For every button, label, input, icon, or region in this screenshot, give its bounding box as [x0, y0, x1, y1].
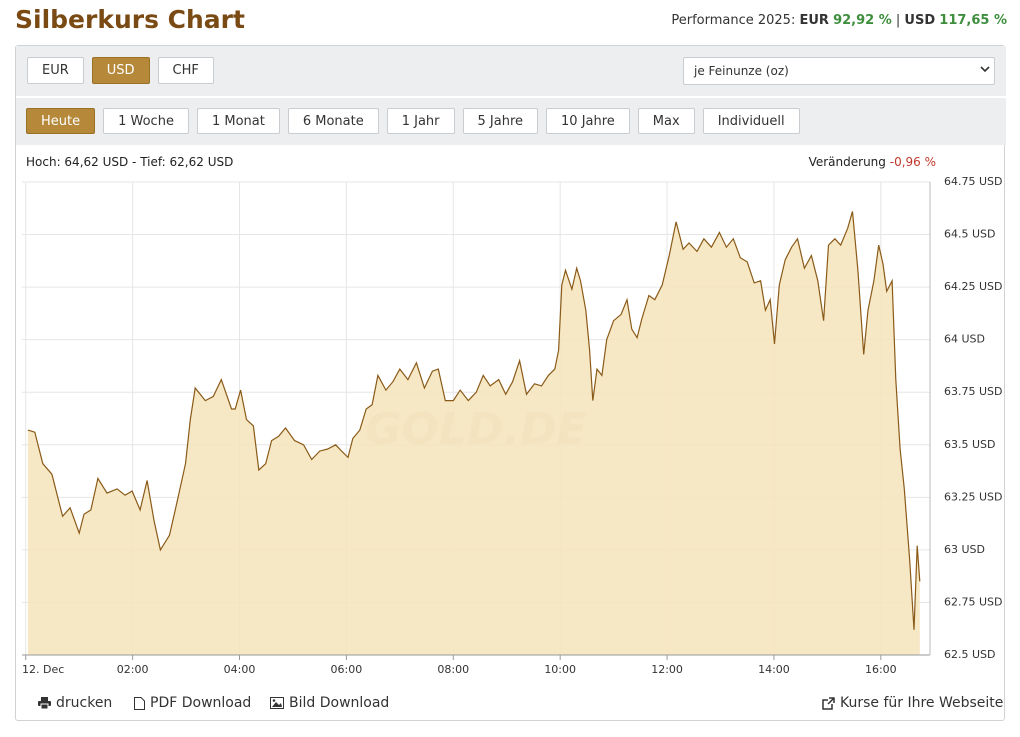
- x-tick-label: 16:00: [865, 663, 897, 676]
- x-tick-label: 02:00: [117, 663, 149, 676]
- button[interactable]: EUR: [27, 57, 84, 84]
- link-text: drucken: [56, 695, 113, 711]
- eur-label: EUR: [799, 13, 829, 28]
- button[interactable]: 1 Monat: [196, 108, 280, 134]
- button[interactable]: 10 Jahre: [546, 108, 630, 134]
- button[interactable]: Heute: [26, 108, 96, 134]
- button[interactable]: USD: [91, 57, 150, 84]
- pdf-link[interactable]: PDF Download: [134, 695, 251, 711]
- page-title: Silberkurs Chart: [15, 5, 245, 34]
- print-icon: [38, 697, 51, 709]
- link-text: Kurse für Ihre Webseite: [840, 695, 1004, 711]
- y-tick-label: 64.25 USD: [944, 280, 1003, 293]
- widget-link[interactable]: Kurse für Ihre Webseite: [822, 695, 1003, 711]
- unit-select[interactable]: je Feinunze (oz): [683, 57, 995, 85]
- eur-value: 92,92 %: [833, 13, 892, 28]
- y-tick-label: 64 USD: [944, 333, 985, 346]
- y-tick-label: 62.75 USD: [944, 595, 1003, 608]
- pdf-icon: [134, 696, 145, 710]
- button[interactable]: 1 Jahr: [386, 108, 455, 134]
- chevron: [980, 66, 990, 73]
- currency-buttons: EUR USD CHF: [27, 57, 214, 84]
- print-link[interactable]: drucken: [38, 695, 112, 711]
- y-tick-label: 63 USD: [944, 543, 985, 556]
- link-text: Bild Download: [289, 695, 390, 711]
- separator: |: [895, 13, 901, 28]
- y-tick-label: 63.5 USD: [944, 438, 996, 451]
- image-icon: [270, 697, 284, 709]
- x-tick-label: 06:00: [331, 663, 363, 676]
- usd-label: USD: [904, 13, 936, 28]
- change: Veränderung -0,96 %: [809, 155, 936, 169]
- x-tick-label: 08:00: [437, 663, 469, 676]
- y-tick-label: 62.5 USD: [944, 648, 996, 661]
- x-tick-label: 14:00: [758, 663, 790, 676]
- button[interactable]: CHF: [157, 57, 214, 84]
- x-tick-label: 04:00: [224, 663, 256, 676]
- change-value: -0,96 %: [889, 155, 936, 169]
- x-tick-label: 10:00: [544, 663, 576, 676]
- line: [27, 211, 921, 630]
- range-buttons: Heute 1 Woche 1 Monat 6 Monate 1 Jahr 5 Jahre…: [26, 108, 800, 134]
- y-tick-label: 63.75 USD: [944, 385, 1003, 398]
- x-tick-label: 12:00: [651, 663, 683, 676]
- panel: [15, 45, 1005, 721]
- change-label: Veränderung: [808, 155, 886, 169]
- x-tick-label: 12. Dec: [22, 663, 64, 676]
- area: [27, 211, 920, 655]
- performance-label: Performance 2025:: [671, 13, 796, 28]
- y-tick-label: 64.75 USD: [944, 175, 1003, 188]
- separator-line: [16, 96, 1006, 98]
- button[interactable]: Max: [637, 108, 695, 134]
- usd-value: 117,65 %: [939, 13, 1007, 28]
- button[interactable]: 6 Monate: [287, 108, 379, 134]
- button[interactable]: 5 Jahre: [462, 108, 539, 134]
- performance: Performance 2025: EUR 92,92 % | USD 117,…: [671, 13, 1007, 28]
- button[interactable]: Individuell: [702, 108, 800, 134]
- y-tick-label: 63.25 USD: [944, 490, 1003, 503]
- link-text: PDF Download: [150, 695, 252, 711]
- external-icon: [822, 696, 835, 710]
- button[interactable]: 1 Woche: [103, 108, 189, 134]
- high-low: Hoch: 64,62 USD - Tief: 62,62 USD: [26, 155, 234, 169]
- y-tick-label: 64.5 USD: [944, 228, 996, 241]
- image-link[interactable]: Bild Download: [270, 695, 389, 711]
